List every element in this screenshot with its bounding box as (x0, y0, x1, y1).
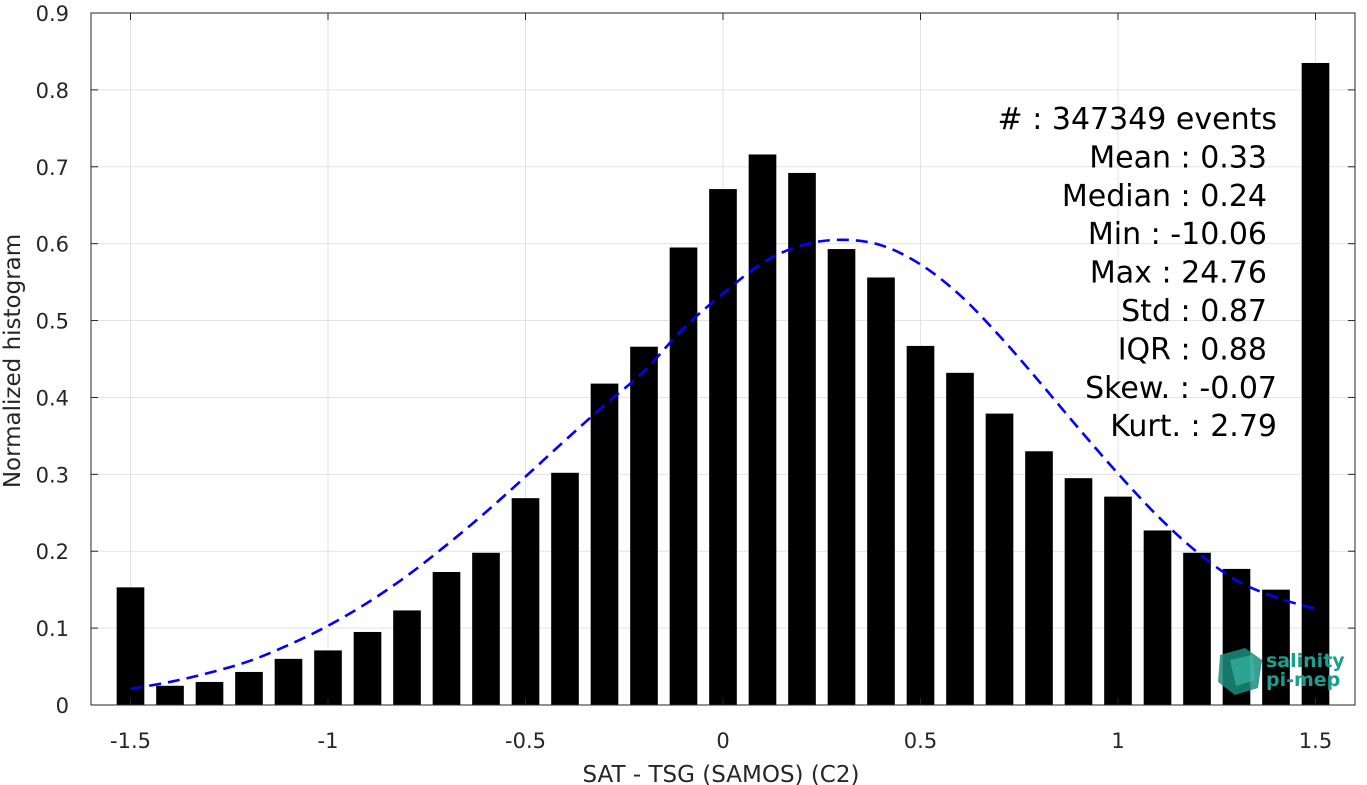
histogram-bar (274, 658, 303, 705)
y-tick-label: 0 (56, 694, 69, 718)
histogram-bar (472, 552, 500, 705)
histogram-bar (551, 472, 579, 705)
stat-line: Std : 0.87 (1121, 294, 1267, 329)
histogram-bar (393, 610, 421, 705)
y-tick-label: 0.9 (36, 2, 69, 26)
histogram-bar (669, 247, 698, 705)
y-tick-label: 0.1 (36, 617, 69, 641)
histogram-bar (1025, 451, 1053, 705)
logo-line2: pi-mep (1266, 669, 1340, 691)
histogram-bar (432, 571, 461, 705)
histogram-bar (1104, 496, 1132, 705)
histogram-bar (946, 372, 974, 705)
histogram-bar (1064, 478, 1093, 705)
histogram-bars (116, 62, 1330, 705)
histogram-bar (867, 277, 895, 705)
logo-cube-face-icon (1230, 655, 1255, 686)
histogram-bar (709, 189, 737, 705)
x-tick-label: -0.5 (505, 729, 546, 753)
histogram-bar (985, 413, 1014, 705)
stat-line: Skew. : -0.07 (1085, 371, 1277, 406)
y-tick-label: 0.8 (36, 79, 69, 103)
histogram-bar (630, 346, 658, 705)
histogram-bar (353, 631, 382, 705)
y-axis-ticks: 0 0.1 0.2 0.3 0.4 0.5 0.6 0.7 0.8 0.9 (36, 2, 1355, 718)
histogram-bar (827, 249, 856, 705)
x-tick-label: -1.5 (110, 729, 151, 753)
salinity-pimep-logo: salinity pi-mep (1218, 648, 1345, 695)
histogram-bar (116, 587, 145, 705)
logo-line1: salinity (1266, 650, 1345, 672)
stat-line: Kurt. : 2.79 (1110, 409, 1277, 444)
x-tick-label: 1 (1111, 729, 1124, 753)
y-tick-label: 0.6 (36, 233, 69, 257)
stat-line: # : 347349 events (998, 102, 1277, 137)
stat-line: Median : 0.24 (1062, 179, 1267, 214)
y-tick-label: 0.7 (36, 156, 69, 180)
histogram-bar (235, 671, 263, 705)
stat-line: Mean : 0.33 (1089, 140, 1267, 175)
y-tick-label: 0.5 (36, 310, 69, 334)
histogram-bar (314, 650, 342, 705)
x-tick-label: 0 (716, 729, 729, 753)
x-tick-label: 0.5 (904, 729, 937, 753)
y-tick-label: 0.2 (36, 540, 69, 564)
histogram-bar (590, 383, 619, 705)
histogram-bar (1183, 552, 1211, 705)
x-axis-ticks: -1.5 -1 -0.5 0 0.5 1 1.5 (110, 13, 1332, 753)
y-tick-label: 0.3 (36, 463, 69, 487)
x-axis-label: SAT - TSG (SAMOS) (C2) (583, 762, 860, 785)
histogram-bar (748, 154, 777, 705)
histogram-bar (788, 172, 816, 705)
gaussian-fit-line (130, 238, 1316, 691)
x-tick-label: -1 (318, 729, 339, 753)
histogram-bar (1262, 589, 1290, 705)
stat-line: Min : -10.06 (1088, 217, 1267, 252)
y-tick-label: 0.4 (36, 386, 69, 410)
y-axis-label: Normalized histogram (0, 234, 26, 488)
histogram-bar (511, 498, 540, 705)
x-tick-label: 1.5 (1299, 729, 1332, 753)
stat-line: Max : 24.76 (1090, 256, 1267, 291)
histogram-bar (1301, 62, 1330, 705)
histogram-bar (906, 345, 935, 705)
histogram-bar (195, 681, 224, 705)
stat-line: IQR : 0.88 (1118, 332, 1267, 367)
histogram-bar (156, 685, 184, 705)
histogram-bar (1143, 530, 1172, 705)
